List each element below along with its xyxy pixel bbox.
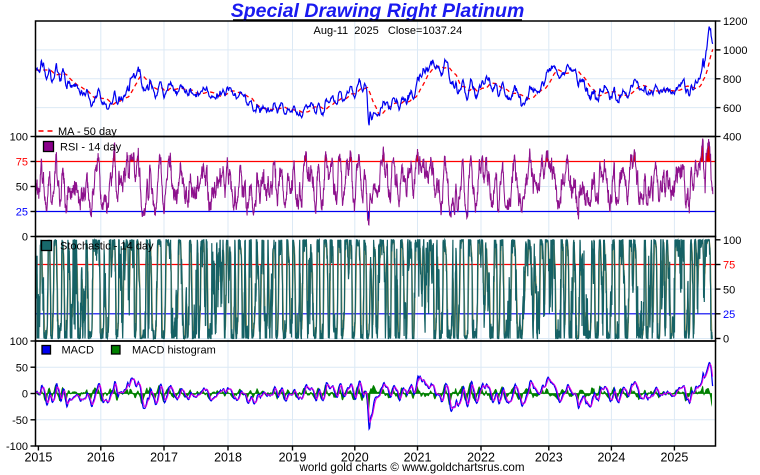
svg-text:75: 75: [723, 260, 735, 272]
svg-text:Special Drawing Right Platinum: Special Drawing Right Platinum: [231, 0, 525, 22]
svg-text:75: 75: [16, 157, 28, 169]
svg-text:0: 0: [723, 334, 729, 346]
svg-text:600: 600: [723, 103, 741, 115]
svg-text:2018: 2018: [214, 450, 242, 464]
svg-text:2015: 2015: [24, 450, 52, 464]
svg-text:2019: 2019: [279, 450, 307, 464]
svg-text:2025: 2025: [660, 450, 688, 464]
svg-text:100: 100: [10, 132, 28, 144]
svg-text:100: 100: [10, 336, 28, 348]
svg-text:-100: -100: [6, 441, 28, 453]
svg-text:0: 0: [22, 232, 28, 244]
svg-text:800: 800: [723, 74, 741, 86]
svg-text:100: 100: [723, 235, 741, 247]
svg-text:2022: 2022: [467, 450, 495, 464]
svg-text:50: 50: [16, 182, 28, 194]
svg-text:50: 50: [723, 284, 735, 296]
svg-text:2021: 2021: [404, 450, 432, 464]
svg-text:RSI - 14 day: RSI - 14 day: [60, 142, 122, 154]
svg-text:MA - 50 day: MA - 50 day: [58, 126, 117, 138]
svg-text:1200: 1200: [723, 16, 747, 28]
svg-text:-50: -50: [12, 415, 28, 427]
svg-text:0: 0: [22, 389, 28, 401]
svg-text:Stochastic - 14 day: Stochastic - 14 day: [60, 241, 154, 253]
svg-text:MACD: MACD: [62, 345, 94, 357]
svg-text:400: 400: [723, 132, 741, 144]
svg-text:25: 25: [16, 207, 28, 219]
svg-text:2017: 2017: [150, 450, 178, 464]
svg-text:Aug-11 2025 Close=1037.24: Aug-11 2025 Close=1037.24: [314, 25, 463, 37]
svg-text:50: 50: [16, 362, 28, 374]
svg-text:2020: 2020: [341, 450, 369, 464]
svg-text:25: 25: [723, 309, 735, 321]
svg-text:world gold charts © www.goldch: world gold charts © www.goldchartsrus.co…: [298, 461, 524, 474]
svg-text:2023: 2023: [535, 450, 563, 464]
svg-text:2024: 2024: [597, 450, 625, 464]
svg-text:MACD histogram: MACD histogram: [132, 345, 216, 357]
svg-text:1000: 1000: [723, 45, 747, 57]
svg-text:2016: 2016: [87, 450, 115, 464]
